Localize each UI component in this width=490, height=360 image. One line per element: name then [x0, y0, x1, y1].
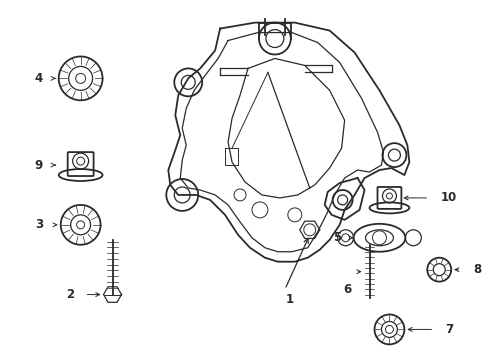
Text: 7: 7	[445, 323, 453, 336]
Text: 3: 3	[35, 218, 43, 231]
Text: 9: 9	[35, 158, 43, 172]
Text: 6: 6	[343, 283, 352, 296]
Text: 5: 5	[334, 231, 342, 244]
Text: 1: 1	[286, 293, 294, 306]
Text: 10: 10	[441, 192, 457, 204]
Text: 4: 4	[35, 72, 43, 85]
Text: 2: 2	[67, 288, 75, 301]
Text: 8: 8	[473, 263, 481, 276]
